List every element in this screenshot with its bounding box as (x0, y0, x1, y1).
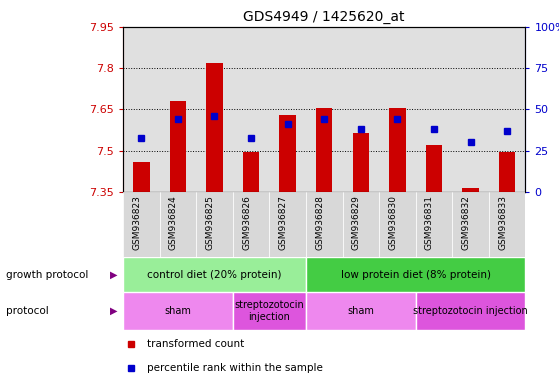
Text: low protein diet (8% protein): low protein diet (8% protein) (340, 270, 491, 280)
Text: percentile rank within the sample: percentile rank within the sample (147, 362, 323, 373)
Bar (133, 162, 149, 192)
Bar (343, 27, 379, 192)
Bar (452, 192, 489, 257)
Bar (416, 27, 452, 192)
Bar (353, 133, 369, 192)
Bar (196, 192, 233, 257)
Bar (316, 108, 333, 192)
Bar (379, 192, 416, 257)
Bar (416, 292, 525, 330)
Bar (416, 192, 452, 257)
Bar (306, 292, 416, 330)
Bar (123, 257, 306, 292)
Text: GSM936824: GSM936824 (169, 195, 178, 250)
Text: sham: sham (164, 306, 191, 316)
Bar (489, 192, 525, 257)
Text: GSM936829: GSM936829 (352, 195, 361, 250)
Text: GSM936825: GSM936825 (206, 195, 215, 250)
Bar (269, 192, 306, 257)
Bar (123, 27, 159, 192)
Bar (306, 27, 343, 192)
Text: GSM936830: GSM936830 (389, 195, 397, 250)
Bar (489, 27, 525, 192)
Bar (306, 192, 343, 257)
Text: GSM936828: GSM936828 (315, 195, 324, 250)
Text: streptozotocin injection: streptozotocin injection (413, 306, 528, 316)
Text: GSM936832: GSM936832 (462, 195, 471, 250)
Bar (343, 192, 379, 257)
Bar (379, 27, 416, 192)
Bar (233, 192, 269, 257)
Bar (123, 192, 159, 257)
Bar (196, 27, 233, 192)
Text: GSM936826: GSM936826 (242, 195, 251, 250)
Bar (233, 27, 269, 192)
Text: GSM936833: GSM936833 (498, 195, 507, 250)
Bar (159, 27, 196, 192)
Bar (389, 108, 406, 192)
Text: GSM936823: GSM936823 (132, 195, 141, 250)
Text: protocol: protocol (6, 306, 48, 316)
Bar (280, 115, 296, 192)
Title: GDS4949 / 1425620_at: GDS4949 / 1425620_at (244, 10, 405, 25)
Bar (499, 152, 515, 192)
Text: ▶: ▶ (110, 306, 117, 316)
Bar (243, 152, 259, 192)
Bar (269, 27, 306, 192)
Bar (159, 192, 196, 257)
Bar (452, 27, 489, 192)
Bar (462, 188, 479, 192)
Bar (306, 257, 525, 292)
Text: streptozotocin
injection: streptozotocin injection (234, 300, 304, 322)
Bar (426, 145, 442, 192)
Text: control diet (20% protein): control diet (20% protein) (147, 270, 282, 280)
Text: GSM936831: GSM936831 (425, 195, 434, 250)
Text: transformed count: transformed count (147, 339, 244, 349)
Text: growth protocol: growth protocol (6, 270, 88, 280)
Text: ▶: ▶ (110, 270, 117, 280)
Bar (233, 292, 306, 330)
Bar (206, 63, 222, 192)
Bar (123, 292, 233, 330)
Text: sham: sham (347, 306, 374, 316)
Text: GSM936827: GSM936827 (278, 195, 288, 250)
Bar (169, 101, 186, 192)
